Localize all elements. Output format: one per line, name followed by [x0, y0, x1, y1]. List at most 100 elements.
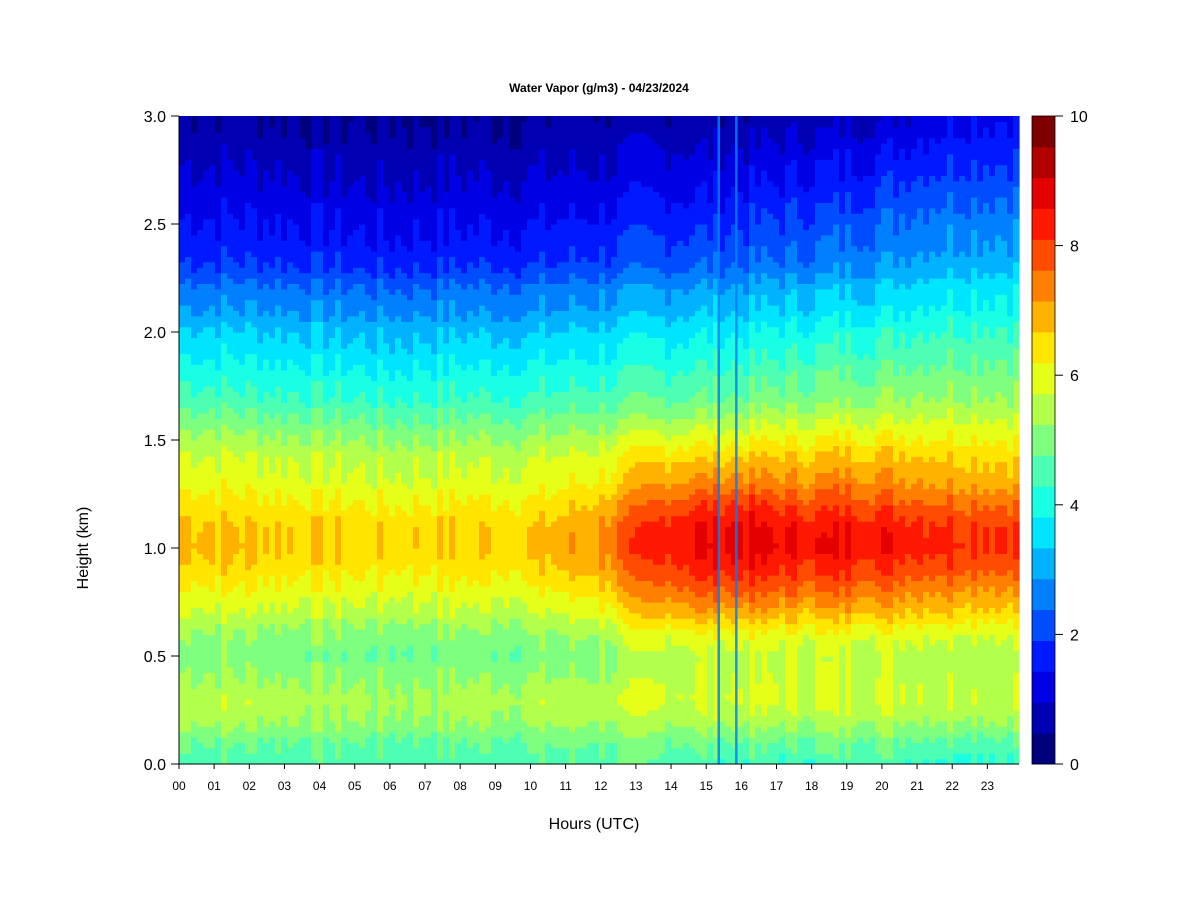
heatmap-cell: [407, 618, 414, 625]
heatmap-cell: [269, 623, 276, 630]
heatmap-cell: [419, 720, 426, 727]
heatmap-cell: [203, 175, 210, 182]
heatmap-cell: [197, 315, 204, 322]
heatmap-cell: [269, 596, 276, 603]
heatmap-cell: [353, 186, 360, 193]
heatmap-cell: [329, 310, 336, 317]
heatmap-cell: [353, 510, 360, 517]
heatmap-cell: [395, 413, 402, 419]
heatmap-cell: [221, 407, 228, 414]
heatmap-cell: [329, 472, 336, 479]
heatmap-cell: [347, 191, 354, 198]
heatmap-cell: [221, 629, 228, 635]
heatmap-cell: [419, 688, 426, 695]
heatmap-cell: [185, 413, 192, 419]
heatmap-cell: [425, 488, 432, 495]
heatmap-cell: [197, 720, 204, 727]
heatmap-cell: [383, 526, 390, 533]
heatmap-cell: [419, 758, 426, 765]
heatmap-cell: [389, 137, 396, 144]
heatmap-cell: [215, 596, 222, 603]
heatmap-cell: [347, 666, 354, 673]
heatmap-cell: [257, 677, 264, 684]
heatmap-cell: [275, 234, 282, 241]
heatmap-cell: [323, 629, 330, 635]
heatmap-cell: [269, 434, 276, 441]
heatmap-cell: [269, 558, 276, 565]
heatmap-cell: [233, 391, 240, 398]
heatmap-cell: [311, 418, 318, 425]
heatmap-cell: [239, 618, 246, 625]
heatmap-cell: [251, 170, 258, 176]
heatmap-cell: [389, 672, 396, 679]
heatmap-cell: [341, 639, 348, 646]
heatmap-cell: [287, 575, 294, 581]
heatmap-cell: [377, 391, 384, 398]
heatmap-cell: [353, 704, 360, 711]
heatmap-cell: [401, 499, 408, 506]
heatmap-cell: [341, 121, 348, 128]
heatmap-cell: [203, 526, 210, 533]
heatmap-cell: [401, 180, 408, 187]
heatmap-cell: [347, 650, 354, 657]
heatmap-cell: [359, 612, 366, 619]
heatmap-cell: [239, 699, 246, 706]
heatmap-cell: [233, 353, 240, 360]
heatmap-cell: [239, 704, 246, 711]
heatmap-cell: [197, 645, 204, 652]
heatmap-cell: [395, 342, 402, 349]
heatmap-cell: [203, 634, 210, 641]
heatmap-cell: [377, 132, 384, 139]
heatmap-cell: [413, 645, 420, 652]
heatmap-cell: [359, 256, 366, 263]
heatmap-cell: [377, 116, 384, 122]
heatmap-cell: [197, 575, 204, 581]
heatmap-cell: [365, 731, 372, 738]
heatmap-cell: [395, 315, 402, 322]
heatmap-cell: [383, 672, 390, 679]
heatmap-cell: [203, 342, 210, 349]
heatmap-cell: [251, 693, 258, 700]
heatmap-cell: [227, 753, 234, 760]
heatmap-cell: [251, 283, 258, 290]
heatmap-cell: [251, 569, 258, 576]
heatmap-cell: [311, 548, 318, 554]
heatmap-cell: [317, 132, 324, 139]
heatmap-cell: [401, 758, 408, 765]
heatmap-cell: [299, 661, 306, 668]
heatmap-cell: [335, 234, 342, 241]
heatmap-cell: [317, 148, 324, 155]
heatmap-cell: [179, 197, 186, 203]
heatmap-cell: [275, 116, 282, 122]
heatmap-cell: [209, 672, 216, 679]
heatmap-cell: [179, 386, 186, 392]
heatmap-cell: [233, 229, 240, 236]
heatmap-cell: [245, 542, 252, 549]
heatmap-cell: [329, 207, 336, 214]
heatmap-cell: [305, 299, 312, 306]
heatmap-cell: [383, 542, 390, 549]
heatmap-cell: [209, 429, 216, 436]
heatmap-cell: [311, 747, 318, 754]
heatmap-cell: [371, 164, 378, 171]
heatmap-cell: [389, 164, 396, 171]
heatmap-cell: [203, 515, 210, 522]
heatmap-cell: [251, 197, 258, 203]
heatmap-cell: [287, 537, 294, 544]
heatmap-cell: [305, 202, 312, 209]
heatmap-cell: [257, 742, 264, 749]
heatmap-cell: [377, 531, 384, 538]
heatmap-cell: [305, 645, 312, 652]
heatmap-cell: [347, 456, 354, 463]
heatmap-cell: [233, 548, 240, 554]
heatmap-cell: [233, 661, 240, 668]
heatmap-cell: [179, 126, 186, 133]
heatmap-cell: [263, 445, 270, 452]
heatmap-cell: [413, 494, 420, 500]
heatmap-cell: [263, 283, 270, 290]
heatmap-cell: [377, 623, 384, 630]
heatmap-cell: [383, 229, 390, 236]
heatmap-cell: [347, 645, 354, 652]
heatmap-cell: [311, 623, 318, 630]
heatmap-cell: [371, 180, 378, 187]
